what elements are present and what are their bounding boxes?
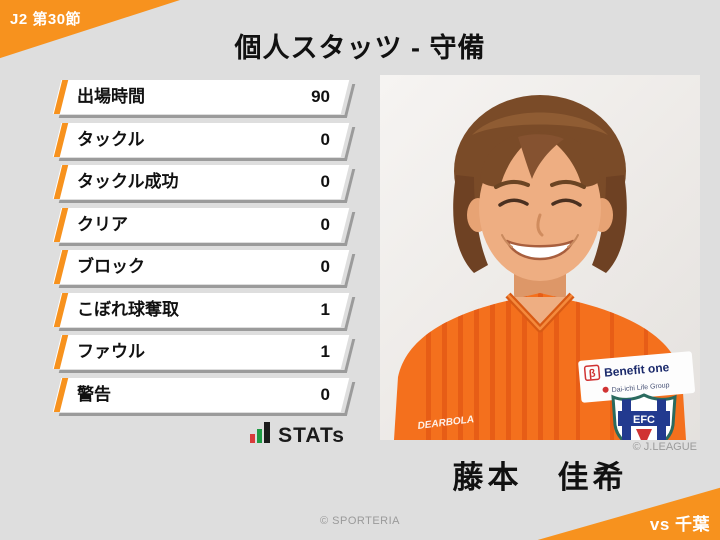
stat-row-blocks: ブロック 0 (52, 250, 356, 288)
stat-row-tackles-won: タックル成功 0 (52, 165, 356, 203)
stat-value: 1 (320, 299, 330, 319)
stat-label: ファウル (77, 342, 145, 361)
page-title: 個人スタッツ - 守備 (234, 33, 486, 63)
player-portrait-illustration: β Benefit one Dai-ichi Life Group EFC DE… (394, 95, 695, 440)
stat-label: タックル成功 (77, 172, 179, 191)
stat-value: 90 (311, 87, 330, 106)
stat-label: 出場時間 (77, 87, 145, 106)
stat-label: 警告 (77, 384, 111, 404)
sponsor-symbol: β (588, 368, 596, 381)
stat-row-clearances: クリア 0 (52, 207, 356, 246)
stat-label: こぼれ球奪取 (77, 299, 179, 319)
bar-green (257, 429, 263, 443)
sponsor-patch: β Benefit one Dai-ichi Life Group (578, 351, 695, 403)
stat-row-yellow-cards: 警告 0 (52, 377, 356, 416)
stat-row-minutes-played: 出場時間 90 (52, 80, 356, 118)
site-credit: © SPORTERIA (319, 515, 401, 527)
bar-chart-icon (250, 422, 271, 446)
defense-stats-list: 出場時間 90 タックル 0 タックル成功 0 クリア 0 (52, 80, 356, 420)
stat-label: クリア (77, 214, 128, 234)
league-round-label: J2 第30節 (10, 11, 82, 28)
player-photo: β Benefit one Dai-ichi Life Group EFC DE… (380, 75, 700, 440)
bar-red (250, 434, 256, 443)
sponsor-name: Benefit one (604, 360, 671, 380)
stat-value: 0 (320, 129, 330, 149)
crest-text: EFC (633, 414, 655, 426)
photo-credit: © J.LEAGUE (632, 441, 697, 453)
stat-row-tackles: タックル 0 (52, 122, 356, 161)
player-name: 藤本 佳希 (452, 460, 628, 495)
stat-value: 1 (320, 342, 330, 361)
stats-brand-logo: STATs (57, 422, 345, 446)
bar-dark (264, 422, 271, 443)
stat-label: ブロック (77, 257, 145, 276)
stat-label: タックル (77, 129, 145, 149)
stat-value: 0 (320, 384, 330, 404)
face (479, 131, 601, 281)
stats-logo-text: STATs (278, 424, 345, 447)
stat-value: 0 (320, 257, 330, 276)
club-crest: EFC (611, 393, 677, 440)
stat-row-fouls: ファウル 1 (52, 335, 356, 373)
stat-value: 0 (320, 172, 330, 191)
stat-value: 0 (320, 214, 330, 234)
opponent-label: vs 千葉 (649, 515, 710, 534)
stat-row-loose-ball-recoveries: こぼれ球奪取 1 (52, 292, 356, 331)
